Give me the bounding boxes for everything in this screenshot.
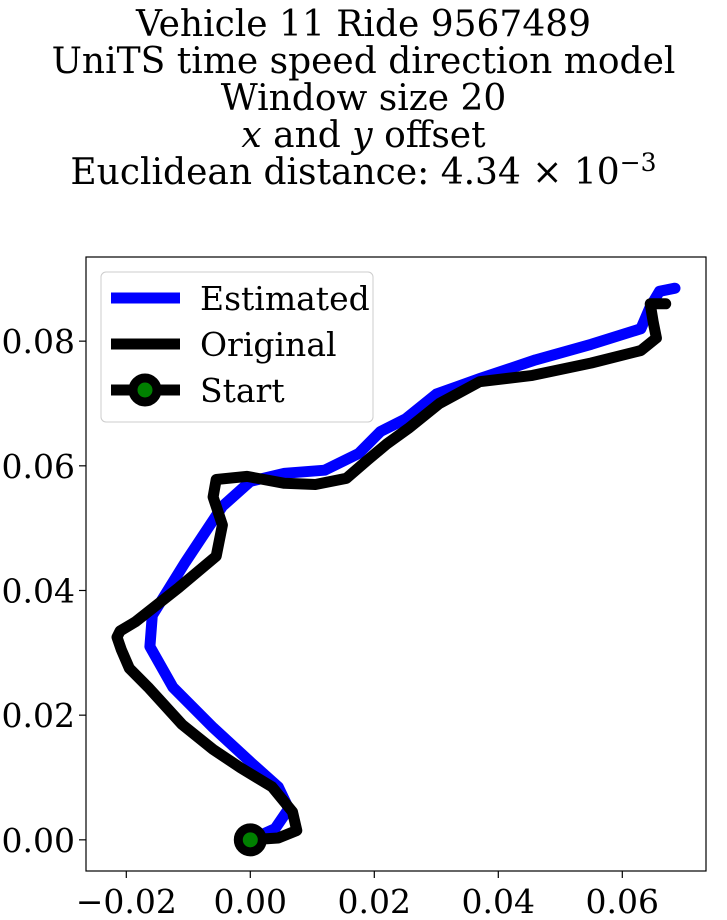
start-marker [233,823,267,857]
legend-label-start: Start [200,371,285,410]
title-line-4: x and y offset [0,117,727,154]
x-tick-label: 0.02 [338,882,411,920]
legend-label-original: Original [200,325,337,364]
title-and: and [261,115,353,156]
plot-frame [85,256,707,872]
title-line-2: UniTS time speed direction model [51,41,676,82]
title-offset-suffix: offset [372,115,486,156]
y-tick-label: 0.08 [2,322,75,361]
series-line-estimated [144,282,681,846]
legend-label-estimated: Estimated [200,279,370,318]
legend-start-marker [128,373,162,407]
x-tick-label: 0.04 [462,882,535,920]
y-tick-label: 0.06 [2,447,75,486]
title-distance: Euclidean distance: 4.34 × 10 [70,152,620,193]
chart-title: Vehicle 11 Ride 9567489 UniTS time speed… [0,6,727,191]
y-tick-label: 0.02 [2,696,75,735]
title-line-1: Vehicle 11 Ride 9567489 [135,4,592,45]
x-tick-label: 0.06 [586,882,659,920]
series-line-original [111,298,672,846]
x-tick-label: 0.00 [214,882,287,920]
title-y-var: y [352,115,373,156]
y-tick-label: 0.04 [2,571,75,610]
title-line-3: Window size 20 [220,78,507,119]
title-line-5: Euclidean distance: 4.34 × 10−3 [0,150,727,193]
title-exponent: −3 [619,148,657,177]
title-x-var: x [241,115,262,156]
x-tick-label: −0.02 [76,882,177,920]
y-tick-label: 0.00 [2,821,75,860]
